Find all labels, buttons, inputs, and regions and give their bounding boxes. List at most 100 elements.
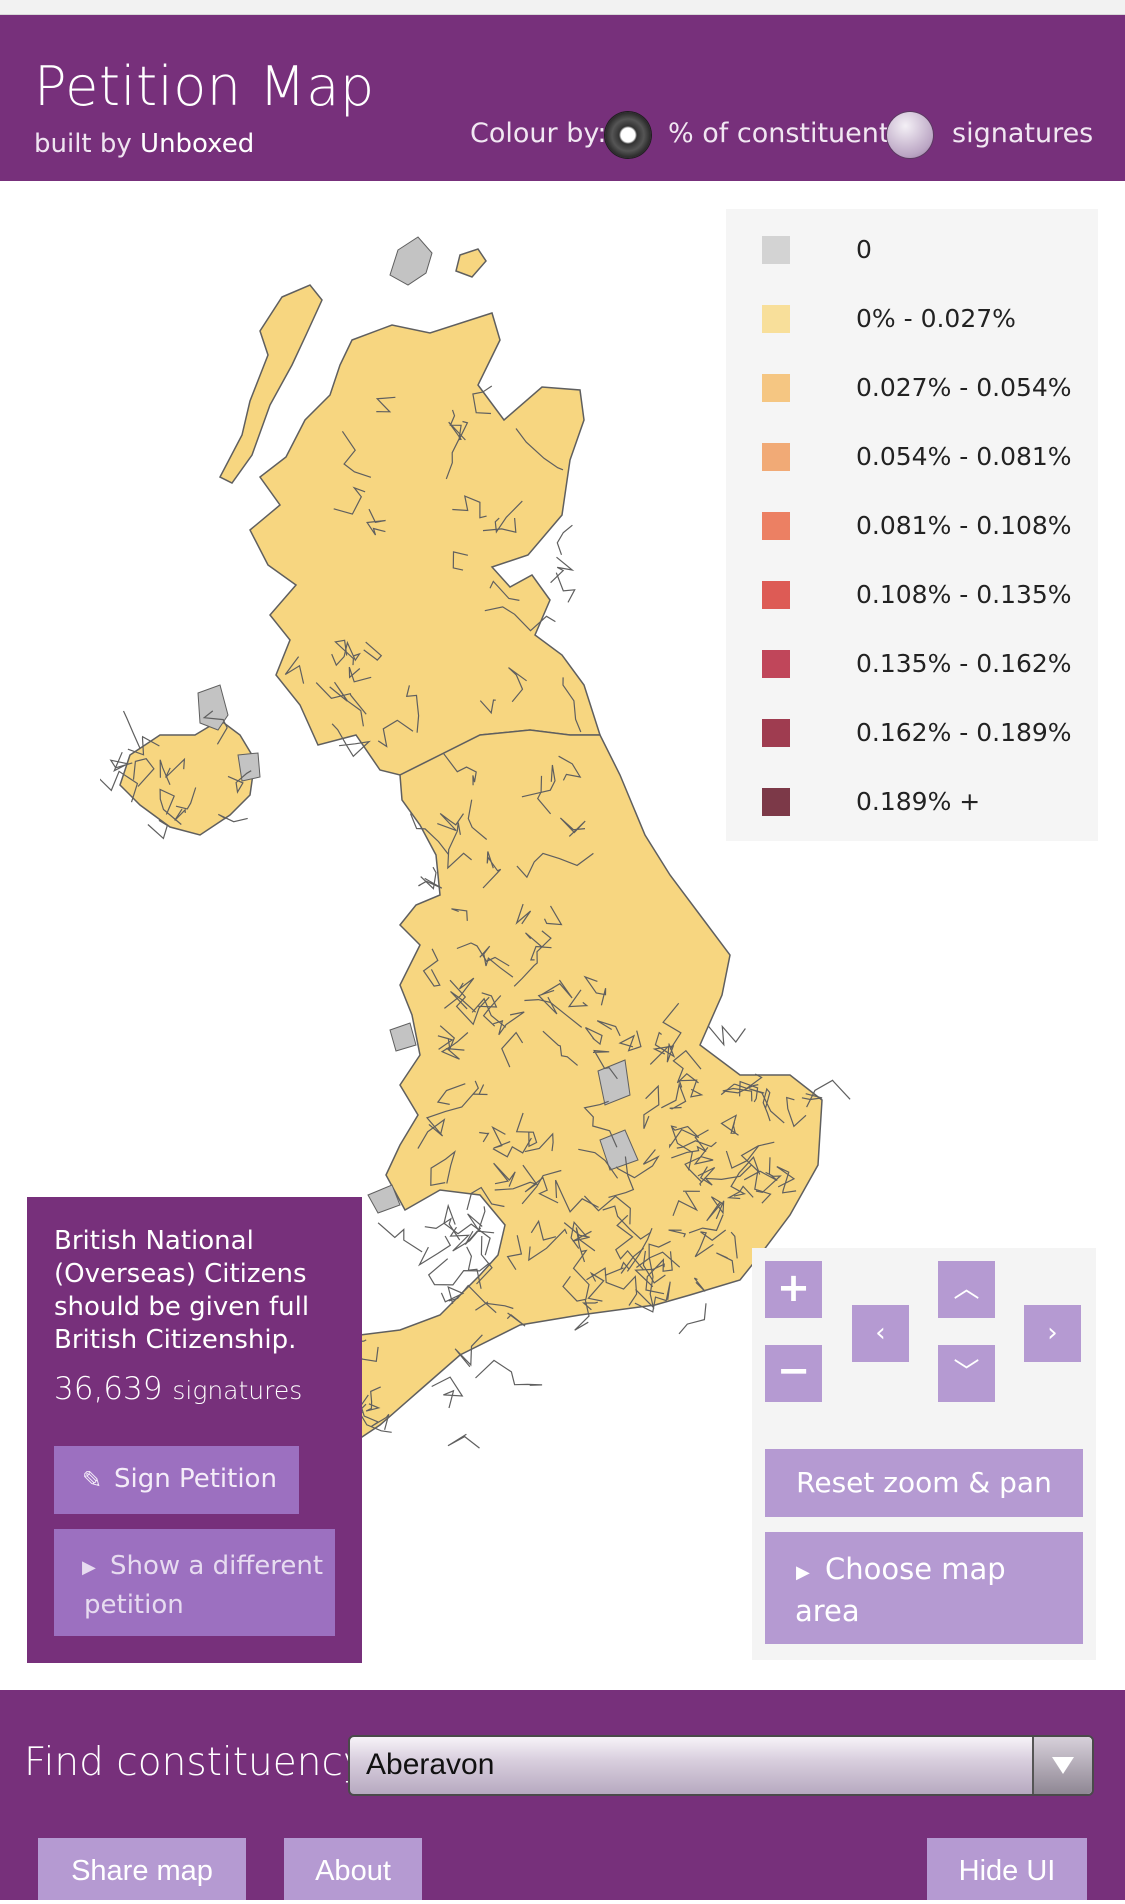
- legend-label: 0.081% - 0.108%: [856, 511, 1072, 540]
- about-button[interactable]: About: [284, 1838, 422, 1900]
- constituency-border: [501, 1031, 524, 1068]
- show-different-petition-button[interactable]: ▶ Show a different petition: [54, 1529, 335, 1636]
- map-region-orkney[interactable]: [455, 248, 487, 278]
- constituency-border: [749, 1088, 785, 1124]
- legend-label: 0.162% - 0.189%: [856, 718, 1072, 747]
- pan-left-button[interactable]: ‹: [852, 1305, 909, 1362]
- constituency-border: [456, 942, 510, 967]
- constituency-border: [409, 813, 449, 855]
- constituency-border: [776, 1166, 797, 1194]
- map-land[interactable]: [119, 248, 823, 1455]
- constituency-border: [420, 866, 437, 890]
- constituency-border: [100, 770, 139, 803]
- map-region-northern-ireland[interactable]: [119, 719, 256, 836]
- constituency-border: [448, 1284, 497, 1314]
- browser-top-strip: [0, 0, 1125, 15]
- constituency-border: [524, 998, 583, 1028]
- map-region-hebrides[interactable]: [218, 284, 323, 484]
- constituency-border: [127, 735, 160, 756]
- radio-percent-label[interactable]: % of constituents: [668, 118, 904, 149]
- constituency-border: [377, 1222, 423, 1253]
- constituency-border: [563, 1222, 592, 1242]
- map-no-data-lincs[interactable]: [597, 1059, 631, 1106]
- constituency-border: [525, 932, 552, 961]
- constituency-border: [479, 1131, 490, 1143]
- share-map-button[interactable]: Share map: [38, 1838, 246, 1900]
- chevron-right-icon: ›: [1047, 1318, 1058, 1348]
- constituency-border: [476, 1235, 493, 1285]
- constituency-border: [654, 1031, 676, 1058]
- triangle-right-icon: ▶: [796, 1562, 810, 1583]
- constituency-border: [506, 1312, 526, 1327]
- constituency-border: [542, 1030, 578, 1066]
- legend-swatch: [762, 236, 790, 264]
- constituency-border: [755, 1171, 782, 1194]
- constituency-map[interactable]: [100, 215, 880, 1455]
- constituency-border: [440, 1286, 465, 1305]
- map-no-data-north[interactable]: [389, 1022, 417, 1052]
- constituency-border: [466, 1186, 505, 1211]
- constituency-select[interactable]: Aberavon: [348, 1735, 1094, 1796]
- dropdown-arrow-icon[interactable]: [1032, 1737, 1092, 1794]
- constituency-border: [587, 1271, 605, 1302]
- constituency-border: [668, 1125, 700, 1149]
- sign-petition-label: Sign Petition: [114, 1464, 277, 1494]
- constituency-border: [801, 1093, 823, 1101]
- constituency-border: [684, 1147, 714, 1183]
- constituency-border: [430, 1150, 456, 1187]
- map-no-data-norfolk[interactable]: [599, 1129, 639, 1171]
- constituency-border: [331, 723, 371, 758]
- petition-panel: British National (Overseas) Citizens sho…: [27, 1197, 362, 1663]
- constituency-border: [694, 1229, 727, 1258]
- map-no-data-wales[interactable]: [367, 1184, 401, 1214]
- zoom-out-button[interactable]: −: [765, 1345, 822, 1402]
- constituency-border: [452, 551, 469, 571]
- constituency-border: [508, 667, 527, 703]
- constituency-border: [615, 1149, 660, 1179]
- choose-map-area-button[interactable]: ▶ Choose map area: [765, 1532, 1083, 1644]
- constituency-border: [405, 685, 420, 733]
- constituency-border: [492, 1137, 532, 1158]
- pan-up-button[interactable]: ︿: [938, 1261, 995, 1318]
- constituency-border: [648, 1240, 681, 1268]
- zoom-in-button[interactable]: +: [765, 1261, 822, 1318]
- hide-ui-button[interactable]: Hide UI: [927, 1838, 1087, 1900]
- constituency-border: [484, 606, 556, 632]
- constituency-border: [521, 1169, 562, 1205]
- constituency-border: [333, 486, 366, 515]
- constituency-border: [449, 409, 469, 441]
- radio-signatures[interactable]: [887, 112, 933, 158]
- constituency-border: [202, 710, 228, 745]
- constituency-border: [626, 1227, 653, 1272]
- constituency-border: [530, 1219, 557, 1241]
- legend-swatch: [762, 443, 790, 471]
- constituency-border: [467, 1206, 486, 1232]
- constituency-border: [620, 1247, 645, 1274]
- constituency-border: [708, 1024, 746, 1047]
- reset-zoom-pan-button[interactable]: Reset zoom & pan: [765, 1449, 1083, 1517]
- map-region-scotland[interactable]: [249, 312, 602, 776]
- signature-count-suffix: signatures: [172, 1376, 303, 1405]
- app-subtitle: built by Unboxed: [34, 129, 254, 159]
- constituency-border: [762, 1087, 771, 1122]
- map-no-data-ni-east[interactable]: [237, 752, 261, 782]
- radio-percent-constituents[interactable]: [605, 112, 651, 158]
- legend-panel: 0 0% - 0.027% 0.027% - 0.054% 0.054% - 0.08…: [726, 209, 1098, 841]
- petition-count: 36,639 signatures: [54, 1371, 302, 1407]
- constituency-border: [447, 1433, 480, 1449]
- constituency-border: [482, 517, 517, 533]
- constituency-border: [472, 1084, 488, 1096]
- constituency-border: [676, 1140, 717, 1149]
- constituency-border: [175, 787, 197, 810]
- constituency-border: [422, 948, 441, 987]
- pan-down-button[interactable]: ﹀: [938, 1345, 995, 1402]
- constituency-border: [668, 1229, 687, 1238]
- radio-signatures-label[interactable]: signatures: [952, 118, 1094, 149]
- constituency-border: [743, 1157, 778, 1182]
- pan-right-button[interactable]: ›: [1024, 1305, 1081, 1362]
- sign-petition-button[interactable]: ✎ Sign Petition: [54, 1446, 299, 1514]
- constituency-border: [366, 508, 386, 536]
- map-no-data-shetland[interactable]: [389, 236, 433, 286]
- constituency-border: [418, 877, 443, 889]
- brand-link[interactable]: Unboxed: [140, 129, 255, 159]
